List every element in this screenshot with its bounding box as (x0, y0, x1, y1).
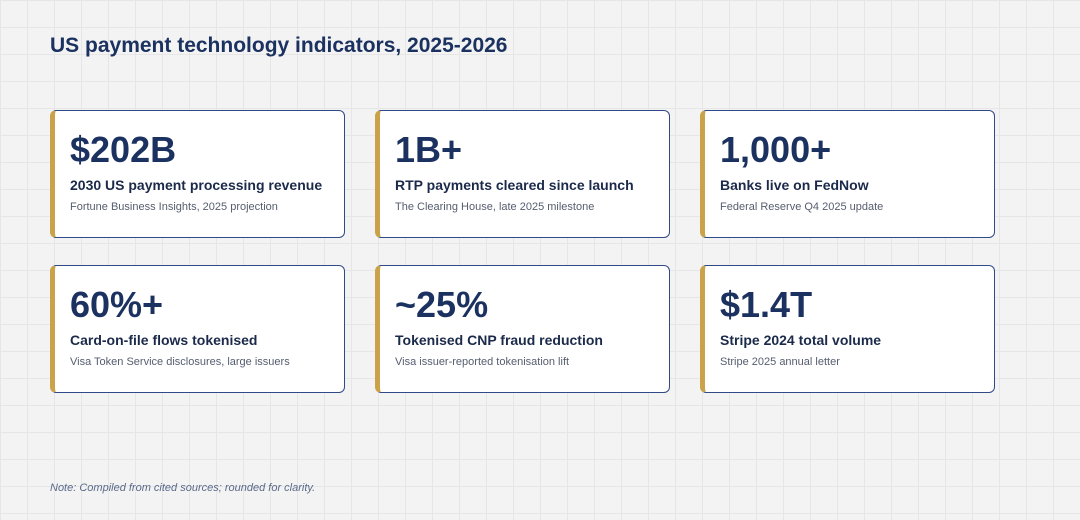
kpi-source: The Clearing House, late 2025 milestone (395, 201, 595, 213)
kpi-card: ~25% Tokenised CNP fraud reduction Visa is… (375, 265, 670, 393)
kpi-card: $1.4T Stripe 2024 total volume Stripe 2025… (700, 265, 995, 393)
kpi-label: 2030 US payment processing revenue (70, 177, 323, 193)
kpi-source: Fortune Business Insights, 2025 projecti… (70, 201, 278, 213)
kpi-value: 1B+ (395, 129, 463, 170)
kpi-label: Stripe 2024 total volume (720, 332, 882, 348)
kpi-source: Visa Token Service disclosures, large is… (70, 356, 290, 368)
kpi-label: Banks live on FedNow (720, 177, 869, 193)
kpi-label: Tokenised CNP fraud reduction (395, 332, 603, 348)
kpi-label: RTP payments cleared since launch (395, 177, 634, 193)
kpi-value: ~25% (395, 284, 489, 325)
kpi-source: Stripe 2025 annual letter (720, 356, 840, 368)
page-title: US payment technology indicators, 2025-2… (50, 34, 508, 57)
kpi-card: 1,000+ Banks live on FedNow Federal Reserv… (700, 110, 995, 238)
kpi-label: Card-on-file flows tokenised (70, 332, 258, 348)
kpi-value: $202B (70, 129, 177, 170)
footnote: Note: Compiled from cited sources; round… (50, 482, 316, 494)
kpi-source: Visa issuer-reported tokenisation lift (395, 356, 570, 368)
kpi-card: 60%+ Card-on-file flows tokenised Visa Tok… (50, 265, 345, 393)
kpi-value: $1.4T (720, 284, 813, 325)
kpi-value: 60%+ (70, 284, 164, 325)
kpi-source: Federal Reserve Q4 2025 update (720, 201, 884, 213)
kpi-value: 1,000+ (720, 129, 832, 170)
kpi-card: 1B+ RTP payments cleared since launch The … (375, 110, 670, 238)
kpi-card: $202B 2030 US payment processing revenue F… (50, 110, 345, 238)
